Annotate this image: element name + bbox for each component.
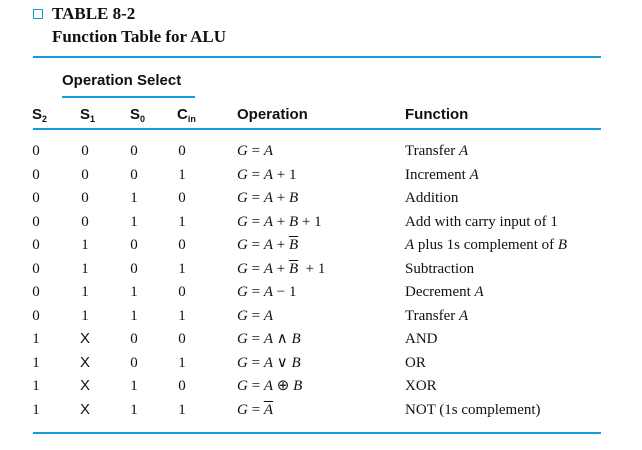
header-s0: S0 — [130, 106, 146, 124]
cell-s2: 1 — [32, 331, 40, 347]
table-row: 0 1 1 1 G = A Transfer A — [0, 306, 642, 329]
cell-s2: 0 — [32, 190, 40, 206]
cell-s0: 0 — [130, 166, 138, 183]
cell-function: AND — [405, 331, 438, 347]
cell-s0: 0 — [130, 354, 138, 371]
table-row: 0 1 0 1 G = A + B + 1 Subtraction — [0, 259, 642, 282]
cell-s0: 1 — [130, 378, 138, 394]
cell-cin: 1 — [178, 401, 186, 418]
cell-s2: 0 — [32, 284, 40, 300]
cell-cin: 0 — [178, 331, 186, 347]
header-s2: S2 — [32, 106, 48, 124]
cell-s1: X — [79, 353, 91, 371]
cell-s1: X — [79, 377, 91, 394]
table-subtitle: Function Table for ALU — [52, 27, 226, 46]
table-row: 0 0 0 1 G = A + 1 Increment A — [0, 165, 642, 188]
table-row: 1 X 0 0 G = A ∧ B AND — [0, 329, 642, 352]
cell-cin: 1 — [178, 354, 186, 371]
cell-operation: G = A — [237, 307, 273, 324]
cell-operation: G = A + 1 — [237, 166, 297, 183]
cell-function: Add with carry input of 1 — [405, 213, 558, 230]
cell-cin: 1 — [178, 260, 186, 277]
header-function: Function — [405, 106, 469, 123]
operation-select-label: Operation Select — [62, 72, 182, 89]
cell-s2: 0 — [32, 260, 40, 277]
cell-s0: 0 — [130, 143, 138, 159]
header-s1: S1 — [80, 106, 96, 124]
header-rule — [33, 128, 601, 130]
cell-cin: 0 — [178, 190, 186, 206]
cell-s0: 0 — [130, 237, 138, 253]
caption-box-icon — [33, 9, 43, 19]
table-title: TABLE 8-2 — [52, 4, 136, 23]
cell-operation: G = A — [237, 401, 273, 418]
cell-s0: 1 — [130, 213, 138, 230]
cell-function: Addition — [405, 190, 459, 206]
cell-s2: 0 — [32, 213, 40, 230]
cell-function: OR — [405, 354, 426, 371]
cell-operation: G = A + B — [237, 237, 299, 253]
cell-s0: 1 — [130, 284, 138, 300]
cell-cin: 0 — [178, 284, 186, 300]
cell-operation: G = A + B + 1 — [237, 213, 322, 230]
cell-function: Decrement A — [405, 284, 484, 300]
cell-s2: 1 — [32, 378, 40, 394]
cell-s2: 0 — [32, 237, 40, 253]
cell-cin: 0 — [178, 378, 186, 394]
cell-s0: 1 — [130, 307, 138, 324]
cell-operation: G = A − 1 — [237, 284, 297, 300]
cell-cin: 0 — [178, 237, 186, 253]
header-cin: Cin — [177, 106, 196, 124]
table-row: 0 0 0 0 G = A Transfer A — [0, 141, 642, 164]
table-row: 0 1 1 0 G = A − 1 Decrement A — [0, 282, 642, 305]
cell-operation: G = A — [237, 143, 273, 159]
cell-s2: 0 — [32, 307, 40, 324]
cell-cin: 1 — [178, 166, 186, 183]
table-row: 1 X 0 1 G = A ∨ B OR — [0, 353, 642, 376]
bottom-rule — [33, 432, 601, 434]
cell-s1: X — [79, 330, 91, 347]
operation-select-rule — [62, 96, 195, 98]
cell-s2: 0 — [32, 166, 40, 183]
cell-function: Increment A — [405, 166, 479, 183]
top-rule — [33, 56, 601, 58]
cell-s1: 0 — [81, 143, 89, 159]
cell-cin: 0 — [178, 143, 186, 159]
cell-s2: 0 — [32, 143, 40, 159]
table-row: 0 0 1 1 G = A + B + 1 Add with carry input of… — [0, 212, 642, 235]
cell-s1: 1 — [81, 284, 89, 300]
cell-function: A plus 1s complement of B — [405, 237, 568, 253]
cell-s1: 0 — [81, 213, 89, 230]
cell-s1: 0 — [81, 190, 89, 206]
cell-operation: G = A ∨ B — [237, 354, 301, 371]
cell-operation: G = A ∧ B — [237, 331, 301, 347]
cell-cin: 1 — [178, 213, 186, 230]
table-row: 1 X 1 0 G = A ⊕ B XOR — [0, 376, 642, 399]
cell-s2: 1 — [32, 401, 40, 418]
cell-operation: G = A + B + 1 — [237, 260, 326, 277]
cell-s1: 1 — [81, 237, 89, 253]
cell-s1: 1 — [81, 260, 89, 277]
cell-s0: 0 — [130, 331, 138, 347]
cell-cin: 1 — [178, 307, 186, 324]
cell-function: XOR — [405, 378, 437, 394]
cell-function: Subtraction — [405, 260, 475, 277]
cell-function: Transfer A — [405, 307, 469, 324]
cell-s1: 0 — [81, 166, 89, 183]
cell-s0: 1 — [130, 401, 138, 418]
cell-s0: 1 — [130, 190, 138, 206]
cell-s2: 1 — [32, 354, 40, 371]
cell-s1: 1 — [81, 307, 89, 324]
cell-s0: 0 — [130, 260, 138, 277]
cell-operation: G = A ⊕ B — [237, 378, 303, 394]
cell-operation: G = A + B — [237, 190, 299, 206]
table-row: 1 X 1 1 G = A NOT (1s complement) — [0, 400, 642, 423]
cell-function: NOT (1s complement) — [405, 401, 541, 418]
cell-function: Transfer A — [405, 143, 469, 159]
header-operation: Operation — [237, 106, 308, 123]
cell-s1: X — [79, 400, 91, 418]
table-row: 0 1 0 0 G = A + B A plus 1s complement of B — [0, 235, 642, 258]
table-row: 0 0 1 0 G = A + B Addition — [0, 188, 642, 211]
